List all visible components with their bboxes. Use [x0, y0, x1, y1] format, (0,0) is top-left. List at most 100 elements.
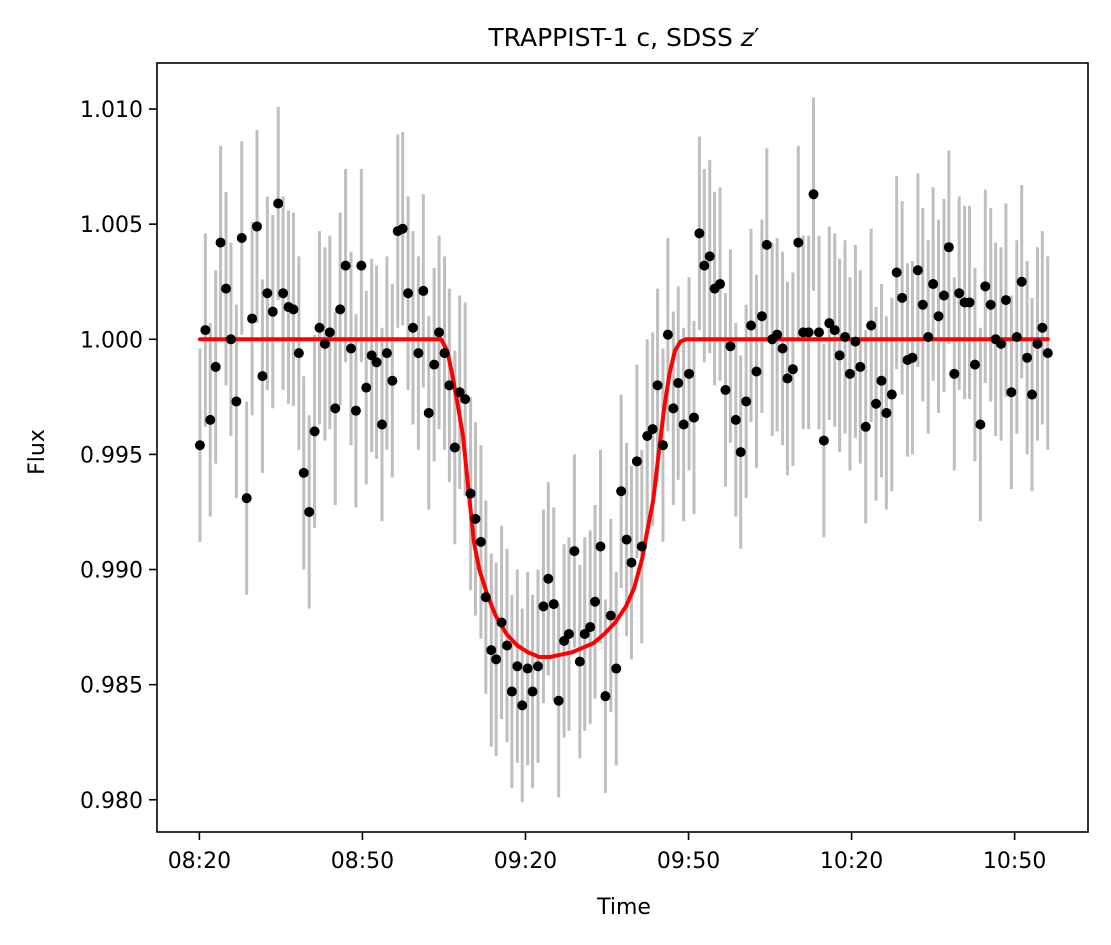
- data-point: [756, 311, 767, 322]
- data-point: [626, 557, 637, 568]
- data-point: [840, 331, 851, 342]
- data-point: [803, 327, 814, 338]
- data-point: [585, 622, 596, 633]
- data-point: [371, 357, 382, 368]
- data-point: [377, 419, 388, 430]
- data-point: [969, 359, 980, 370]
- data-point: [595, 541, 606, 552]
- data-point: [434, 327, 445, 338]
- data-point: [309, 426, 320, 437]
- data-point: [881, 407, 892, 418]
- data-point: [818, 435, 829, 446]
- data-point: [454, 387, 465, 398]
- y-tick-label: 1.005: [80, 213, 143, 238]
- data-point: [559, 635, 570, 646]
- data-point: [860, 421, 871, 432]
- data-point: [1022, 352, 1033, 363]
- data-point: [928, 279, 939, 290]
- data-point: [304, 506, 315, 517]
- chart-title: TRAPPIST-1 c, SDSS z′: [487, 23, 760, 52]
- data-point: [871, 398, 882, 409]
- data-point: [221, 283, 232, 294]
- data-point: [278, 288, 289, 299]
- data-point: [506, 686, 517, 697]
- data-point: [403, 288, 414, 299]
- data-point: [751, 366, 762, 377]
- data-point: [241, 493, 252, 504]
- data-point: [522, 663, 533, 674]
- y-tick-label: 0.985: [80, 674, 143, 699]
- data-point: [876, 375, 887, 386]
- data-point: [346, 343, 357, 354]
- x-tick-label: 10:50: [983, 849, 1046, 874]
- data-point: [964, 297, 975, 308]
- data-point: [980, 281, 991, 292]
- data-point: [273, 198, 284, 209]
- data-point: [527, 686, 538, 697]
- x-tick-label: 08:50: [331, 849, 394, 874]
- data-point: [834, 350, 845, 361]
- data-point: [866, 320, 877, 331]
- data-point: [704, 251, 715, 262]
- data-point: [200, 325, 211, 336]
- data-point: [684, 368, 695, 379]
- y-tick-label: 0.995: [80, 443, 143, 468]
- x-tick-label: 08:20: [168, 849, 231, 874]
- data-point: [668, 403, 679, 414]
- data-point: [502, 640, 513, 651]
- data-point: [621, 534, 632, 545]
- data-point: [314, 322, 325, 333]
- data-point: [574, 656, 585, 667]
- data-point: [247, 313, 258, 324]
- data-point: [324, 327, 335, 338]
- data-point: [1016, 276, 1027, 287]
- data-point: [231, 396, 242, 407]
- data-point: [293, 348, 304, 359]
- data-point: [725, 341, 736, 352]
- data-point: [917, 299, 928, 310]
- data-point: [813, 327, 824, 338]
- data-point: [252, 221, 263, 232]
- data-point: [470, 513, 481, 524]
- data-point: [943, 242, 954, 253]
- data-point: [855, 361, 866, 372]
- data-point: [735, 447, 746, 458]
- data-point: [605, 610, 616, 621]
- data-point: [486, 645, 497, 656]
- data-point: [954, 288, 965, 299]
- axis-layer: 08:20 08:50 09:20 09:50 10:20 10:50 0.980 0.985…: [80, 62, 1089, 874]
- data-point: [460, 394, 471, 405]
- data-point: [418, 285, 429, 296]
- data-point: [996, 338, 1007, 349]
- y-tick-label: 0.990: [80, 559, 143, 584]
- data-point: [1037, 322, 1048, 333]
- data-point: [720, 384, 731, 395]
- data-point: [407, 322, 418, 333]
- data-point: [210, 361, 221, 372]
- data-point: [891, 267, 902, 278]
- data-point: [563, 628, 574, 639]
- data-point: [423, 407, 434, 418]
- data-point: [340, 260, 351, 271]
- data-point: [688, 412, 699, 423]
- y-tick-label: 1.010: [80, 98, 143, 123]
- x-tick-label: 09:20: [494, 849, 557, 874]
- data-point: [449, 442, 460, 453]
- data-point: [381, 348, 392, 359]
- data-point: [569, 546, 580, 557]
- data-point: [741, 396, 752, 407]
- data-point: [642, 430, 653, 441]
- data-point: [886, 389, 897, 400]
- data-point: [257, 371, 268, 382]
- data-point: [793, 237, 804, 248]
- data-point: [1006, 387, 1017, 398]
- data-point: [600, 691, 611, 702]
- y-tick-label: 0.980: [80, 789, 143, 814]
- plot-frame: [156, 62, 1089, 833]
- data-point: [387, 375, 398, 386]
- data-point: [897, 292, 908, 303]
- data-point: [225, 334, 236, 345]
- data-point: [350, 405, 361, 416]
- data-point: [782, 373, 793, 384]
